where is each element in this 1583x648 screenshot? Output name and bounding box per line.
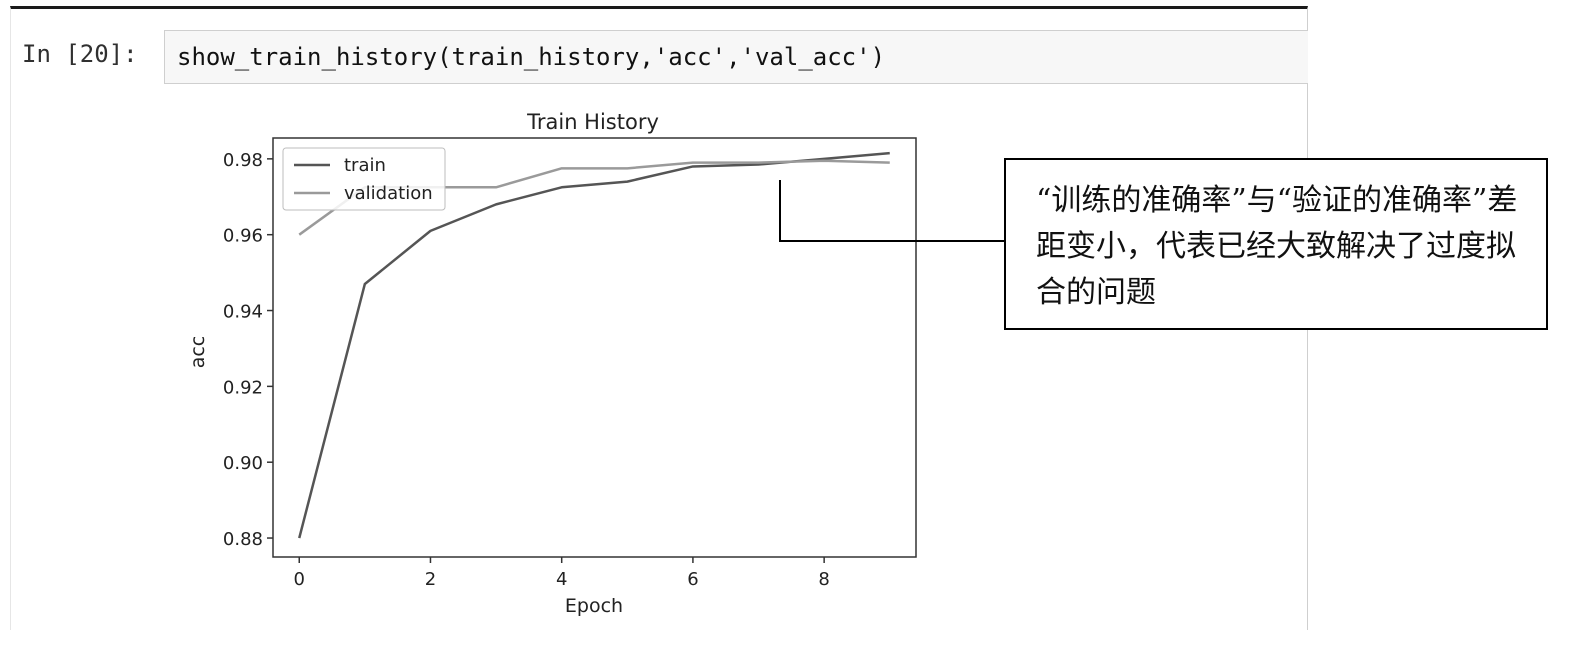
annotation-text: “训练的准确率”与“验证的准确率”差距变小，代表已经大致解决了过度拟合的问题: [1036, 183, 1518, 310]
y-tick-label: 0.92: [223, 377, 263, 398]
code-input-area[interactable]: show_train_history(train_history,'acc','…: [164, 30, 1308, 84]
y-tick-label: 0.96: [223, 226, 263, 247]
chart-title: Train History: [526, 110, 659, 134]
y-tick-label: 0.98: [223, 150, 263, 171]
y-tick-label: 0.90: [223, 453, 263, 474]
x-axis-label: Epoch: [565, 595, 623, 617]
y-tick-label: 0.88: [223, 529, 263, 550]
legend-label-train: train: [344, 155, 386, 176]
train-history-chart: Train History 0.88 0.90 0.92 0.94 0.96 0.98 0…: [187, 110, 917, 617]
legend-box: [282, 147, 446, 211]
x-tick-label: 6: [687, 569, 698, 590]
y-axis-label: acc: [187, 336, 209, 369]
y-tick-label: 0.94: [223, 302, 263, 323]
code-line: show_train_history(train_history,'acc','…: [177, 43, 886, 71]
annotation-callout: “训练的准确率”与“验证的准确率”差距变小，代表已经大致解决了过度拟合的问题: [1004, 158, 1548, 330]
callout-connector-horizontal: [779, 240, 1005, 242]
callout-connector-vertical: [779, 180, 781, 242]
chart-legend: train validation: [282, 147, 446, 211]
input-prompt: In [20]:: [22, 40, 138, 68]
x-tick-label: 0: [294, 569, 305, 590]
x-tick-label: 8: [818, 569, 829, 590]
legend-label-validation: validation: [344, 183, 433, 204]
x-tick-label: 4: [556, 569, 567, 590]
x-tick-label: 2: [425, 569, 436, 590]
plot-area: [272, 137, 917, 558]
series-line-train: [298, 151, 890, 539]
